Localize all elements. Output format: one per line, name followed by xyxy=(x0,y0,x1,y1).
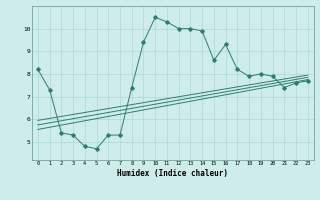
X-axis label: Humidex (Indice chaleur): Humidex (Indice chaleur) xyxy=(117,169,228,178)
